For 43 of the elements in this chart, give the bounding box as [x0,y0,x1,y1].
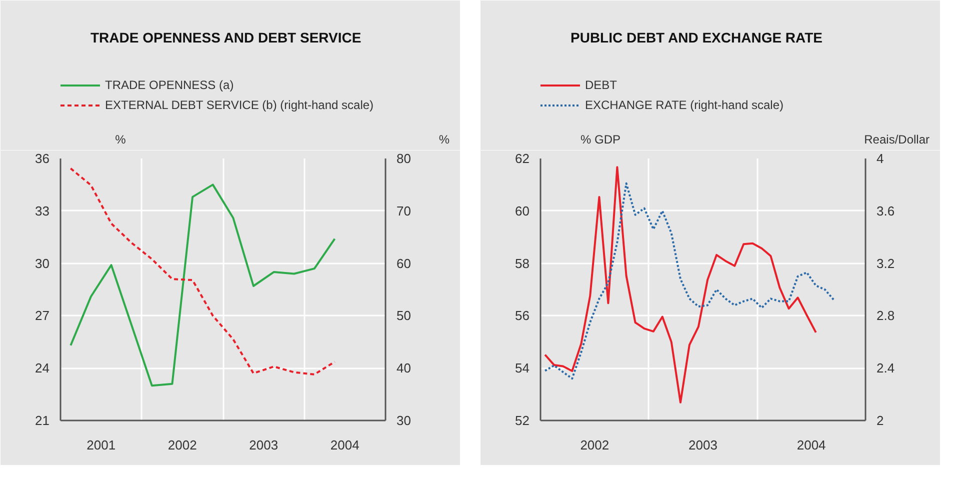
y2-tick-label: 2 [876,413,884,428]
y2-tick-label: 70 [396,203,411,218]
chart-title: TRADE OPENNESS AND DEBT SERVICE [90,30,362,46]
y-tick-label: 54 [515,360,530,376]
x-tick-label: 2004 [330,438,360,452]
x-tick-label: 2003 [688,438,718,452]
x-tick-label: 2004 [796,438,826,452]
x-tick-label: 2003 [249,438,278,452]
y2-tick-label: 40 [396,360,411,376]
y2-tick-label: 4 [876,151,884,166]
x-tick-label: 2001 [86,438,116,452]
y2-tick-label: 3.2 [876,256,895,271]
y2-tick-label: 30 [396,413,411,428]
y2-tick-label: 50 [396,308,411,324]
y-tick-label: 33 [35,203,50,218]
y2-axis-title: % [438,132,450,146]
y2-tick-label: 3.6 [876,203,895,218]
chart-title: PUBLIC DEBT AND EXCHANGE RATE [570,30,823,46]
y-tick-label: 21 [35,413,50,428]
y-tick-label: 60 [515,203,530,218]
legend-label: EXTERNAL DEBT SERVICE (b) (right-hand scale) [105,98,374,112]
legend-label: TRADE OPENNESS (a) [105,78,234,92]
x-tick-label: 2002 [168,438,197,452]
x-tick-label: 2002 [580,438,610,452]
line-series [544,182,835,380]
line-series [544,166,817,404]
y2-tick-label: 60 [396,256,411,271]
y-tick-label: 62 [515,151,530,166]
y-axis-title: % GDP [580,132,621,146]
y-axis-title: % [115,132,126,146]
y-tick-label: 56 [515,308,530,324]
y-tick-label: 58 [515,256,530,271]
y-tick-label: 30 [35,256,50,271]
y2-tick-label: 80 [396,151,411,166]
y2-axis-title: Reais/Dollar [864,132,930,146]
y-tick-label: 27 [35,308,50,324]
y2-tick-label: 2.8 [876,308,895,324]
y2-tick-label: 2.4 [876,360,895,376]
y-tick-label: 24 [35,360,50,376]
y-tick-label: 36 [35,151,50,166]
y-tick-label: 52 [515,413,530,428]
legend-label: EXCHANGE RATE (right-hand scale) [585,98,784,112]
legend-label: DEBT [585,78,618,92]
